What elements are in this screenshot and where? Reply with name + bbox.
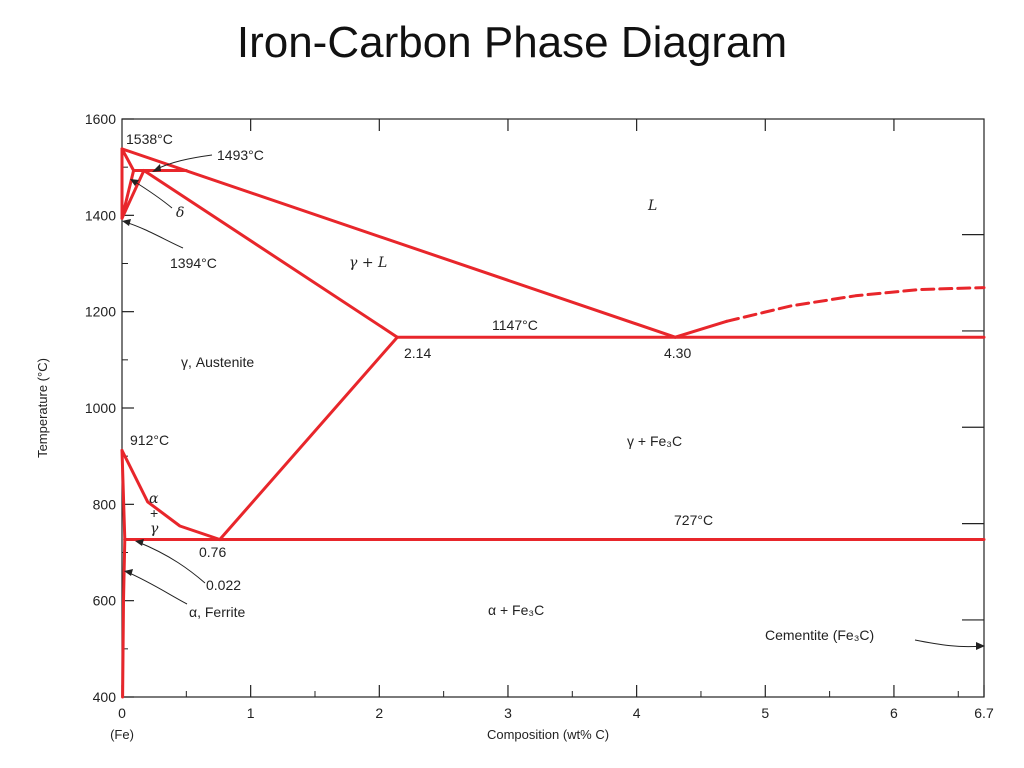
y-tick-label: 400	[93, 689, 117, 705]
phase-boundary-7	[673, 319, 729, 339]
x-axis-fe-label: (Fe)	[110, 727, 134, 742]
arrowhead-ferrite	[124, 569, 133, 576]
label-alpha: α	[149, 491, 159, 507]
label-727: 727°C	[674, 512, 713, 528]
y-tick-label: 600	[93, 593, 117, 609]
slide-title: Iron-Carbon Phase Diagram	[236, 18, 788, 67]
phase-lines	[120, 147, 986, 699]
label-austenite: γ, Austenite	[181, 354, 254, 370]
y-tick-label: 1200	[85, 304, 116, 320]
chart-ticks: 0 1 2 3 4 5 6 6.7 400 600 800 1000 1200 1400 1600	[85, 111, 994, 721]
leader-ferrite	[126, 571, 188, 605]
x-tick-label: 3	[504, 705, 512, 721]
leader-1394	[124, 221, 184, 249]
label-1147: 1147°C	[492, 317, 538, 333]
label-1493: 1493°C	[217, 147, 264, 163]
label-4-30: 4.30	[664, 345, 691, 361]
label-ferrite: α, Ferrite	[189, 604, 246, 620]
y-tick-label: 800	[93, 496, 117, 512]
label-liquid: L	[647, 198, 657, 214]
phase-boundary-3	[120, 169, 136, 220]
phase-boundary-5	[142, 169, 399, 339]
leader-0-022	[137, 541, 206, 584]
x-tick-label: 5	[761, 705, 769, 721]
label-alpha-fe3c: α + Fe₃C	[488, 602, 544, 618]
phase-boundary-8	[725, 286, 986, 323]
arrowhead-delta	[130, 179, 139, 186]
arrowhead-cementite	[976, 642, 985, 650]
label-cementite: Cementite (Fe₃C)	[765, 627, 874, 643]
label-0-76: 0.76	[199, 544, 226, 560]
leader-cementite	[914, 639, 983, 648]
phase-boundary-1	[120, 147, 677, 339]
chart-annotations: 1538°C 1493°C δ 1394°C L γ + L 1147°C 2.…	[122, 131, 985, 650]
label-plus: +	[150, 505, 158, 521]
arrow-heads	[122, 164, 985, 650]
label-0-022: 0.022	[206, 577, 241, 593]
y-tick-label: 1400	[85, 207, 116, 223]
phase-boundary-12	[120, 448, 127, 541]
x-tick-label: 6	[890, 705, 898, 721]
label-1538: 1538°C	[126, 131, 173, 147]
arrowhead-0-022	[135, 539, 144, 546]
leader-arrows	[124, 154, 983, 648]
arrowhead-1394	[122, 219, 131, 226]
label-gamma: γ	[150, 521, 159, 537]
plot-frame	[121, 118, 985, 698]
label-2-14: 2.14	[404, 345, 431, 361]
x-tick-label: 2	[375, 705, 383, 721]
label-gamma-fe3c: γ + Fe₃C	[627, 433, 682, 449]
x-axis-title: Composition (wt% C)	[487, 727, 609, 742]
phase-boundary-13	[121, 538, 127, 699]
phase-boundary-9	[218, 335, 399, 541]
label-1394: 1394°C	[170, 255, 217, 271]
phase-boundary-4	[120, 169, 146, 220]
label-delta: δ	[176, 205, 184, 221]
x-tick-label: 6.7	[974, 705, 994, 721]
x-tick-label: 4	[633, 705, 641, 721]
x-tick-label: 0	[118, 705, 126, 721]
label-912: 912°C	[130, 432, 169, 448]
y-tick-label: 1600	[85, 111, 116, 127]
y-tick-label: 1000	[85, 400, 116, 416]
x-tick-label: 1	[247, 705, 255, 721]
y-axis-title: Temperature (°C)	[35, 358, 50, 458]
arrowhead-1493	[152, 164, 161, 172]
label-gamma-liquid: γ + L	[349, 255, 387, 271]
phase-boundary-10	[120, 448, 222, 541]
